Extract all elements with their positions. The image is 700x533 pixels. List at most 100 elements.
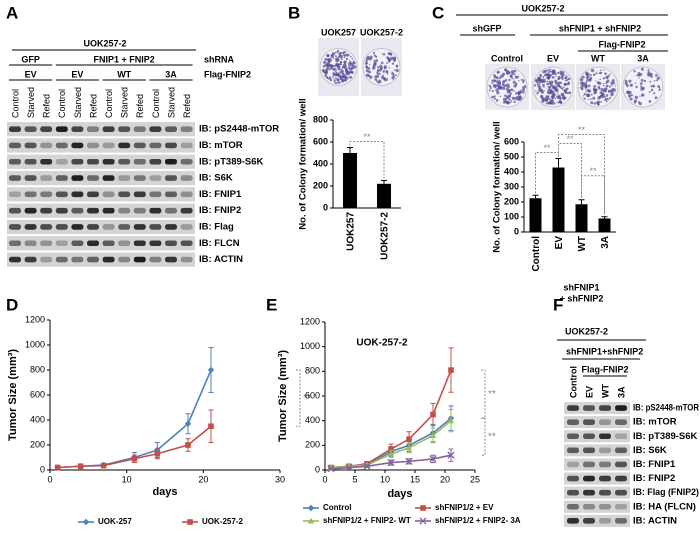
colony-dot [516,95,519,98]
probe-label: IB: ACTIN [199,254,243,265]
significance-label: ** [488,389,496,400]
colony-dot [506,86,510,89]
construct-label: EV [71,69,83,79]
x-tick-label: UOK257-2 [380,212,391,260]
blot-band [87,191,99,198]
colony-dot [605,75,609,79]
blot-band [133,256,146,263]
colony-dot [597,100,599,102]
colony-dot [381,53,383,55]
colony-dot [556,95,559,98]
colony-dot [546,82,550,86]
colony-dot [603,84,605,87]
colony-dot [550,101,552,104]
probe-label: IB: pS2448-mTOR [199,124,279,135]
colony-dot [509,74,513,78]
colony-dot [653,92,656,95]
marker [405,457,413,466]
colony-dot [558,97,562,100]
marker [420,505,426,511]
colony-dot [335,71,338,74]
colony-dot [395,64,399,68]
colony-dot [546,76,551,80]
blot-title: UOK257-2 [83,38,126,48]
blot-band [24,126,37,132]
colony-dot [508,89,511,93]
colony-dot [539,78,541,81]
blot-band [165,256,177,263]
colony-dot [337,67,341,71]
blot-band [583,503,595,510]
probe-label: IB: S6K [633,445,667,456]
group-label: shFNIP1 + shFNIP2 [559,23,641,33]
legend-label: shFNIP1/2 + FNIP2- 3A [435,516,521,525]
colony-dot [535,90,537,93]
colony-dot [513,69,517,73]
subgroup-label: Flag-FNIP2 [598,39,645,49]
colony-dot [566,91,569,95]
y-tick-label: 0 [315,464,320,474]
probe-label: IB: FLCN [199,238,240,249]
colony-dot [562,96,566,101]
blot-band [102,175,115,181]
blot-band [102,191,115,198]
colony-dot [547,85,551,89]
colony-dot [512,80,516,84]
colony-dot [558,75,561,78]
blot-band [118,175,131,181]
x-tick-label: 30 [275,474,285,484]
colony-dot [337,49,339,52]
colony-dot [600,71,603,74]
y-tick-label: 500 [504,151,519,161]
blot-band [71,142,84,149]
colony-dot [602,82,605,85]
colony-dot [539,77,541,79]
blot-band [133,240,146,247]
marker [345,463,353,472]
colony-dot [559,70,563,74]
blot-band [180,256,193,263]
group-label: shFNIP1 [563,282,599,292]
colony-dot [511,72,515,75]
colony-dot [342,75,346,79]
colony-dot [334,81,336,84]
blot-strip [564,472,630,485]
colony-dot [324,57,328,61]
colony-dot [584,84,587,87]
colony-dot [545,95,548,98]
colony-dot [488,89,491,92]
colony-dot [596,102,598,104]
blot-band [615,447,627,454]
y-tick-label: 600 [30,389,45,399]
colony-dot [595,72,597,75]
blot-band [9,158,21,165]
blot-band [583,518,595,524]
colony-dot [382,53,386,56]
colony-dot [600,88,604,92]
colony-dot [508,86,511,88]
blot-band [102,158,115,165]
legend-label: shFNIP1/2 + EV [435,503,494,512]
blot-band [55,158,68,165]
colony-dot [390,56,394,60]
colony-dot [334,77,337,80]
blot-band [149,207,162,214]
blot-band [55,175,68,181]
colony-dot [565,78,569,82]
blot-strip [7,170,195,186]
colony-dot [595,80,597,82]
colony-dot [514,92,518,95]
colony-dot [594,88,598,92]
colony-dot [549,91,552,94]
colony-dot [379,66,384,70]
colony-dot [496,75,498,78]
colony-dot [603,87,607,91]
colony-dot [495,99,499,102]
colony-dot [538,84,541,87]
colony-dot [543,90,545,92]
colony-dot [556,101,558,103]
probe-label: IB: pT389-S6K [633,431,698,442]
y-axis-label: No. of Colony formation/ well [298,98,309,229]
colony-dot [637,73,641,77]
colony-dot [343,65,347,70]
